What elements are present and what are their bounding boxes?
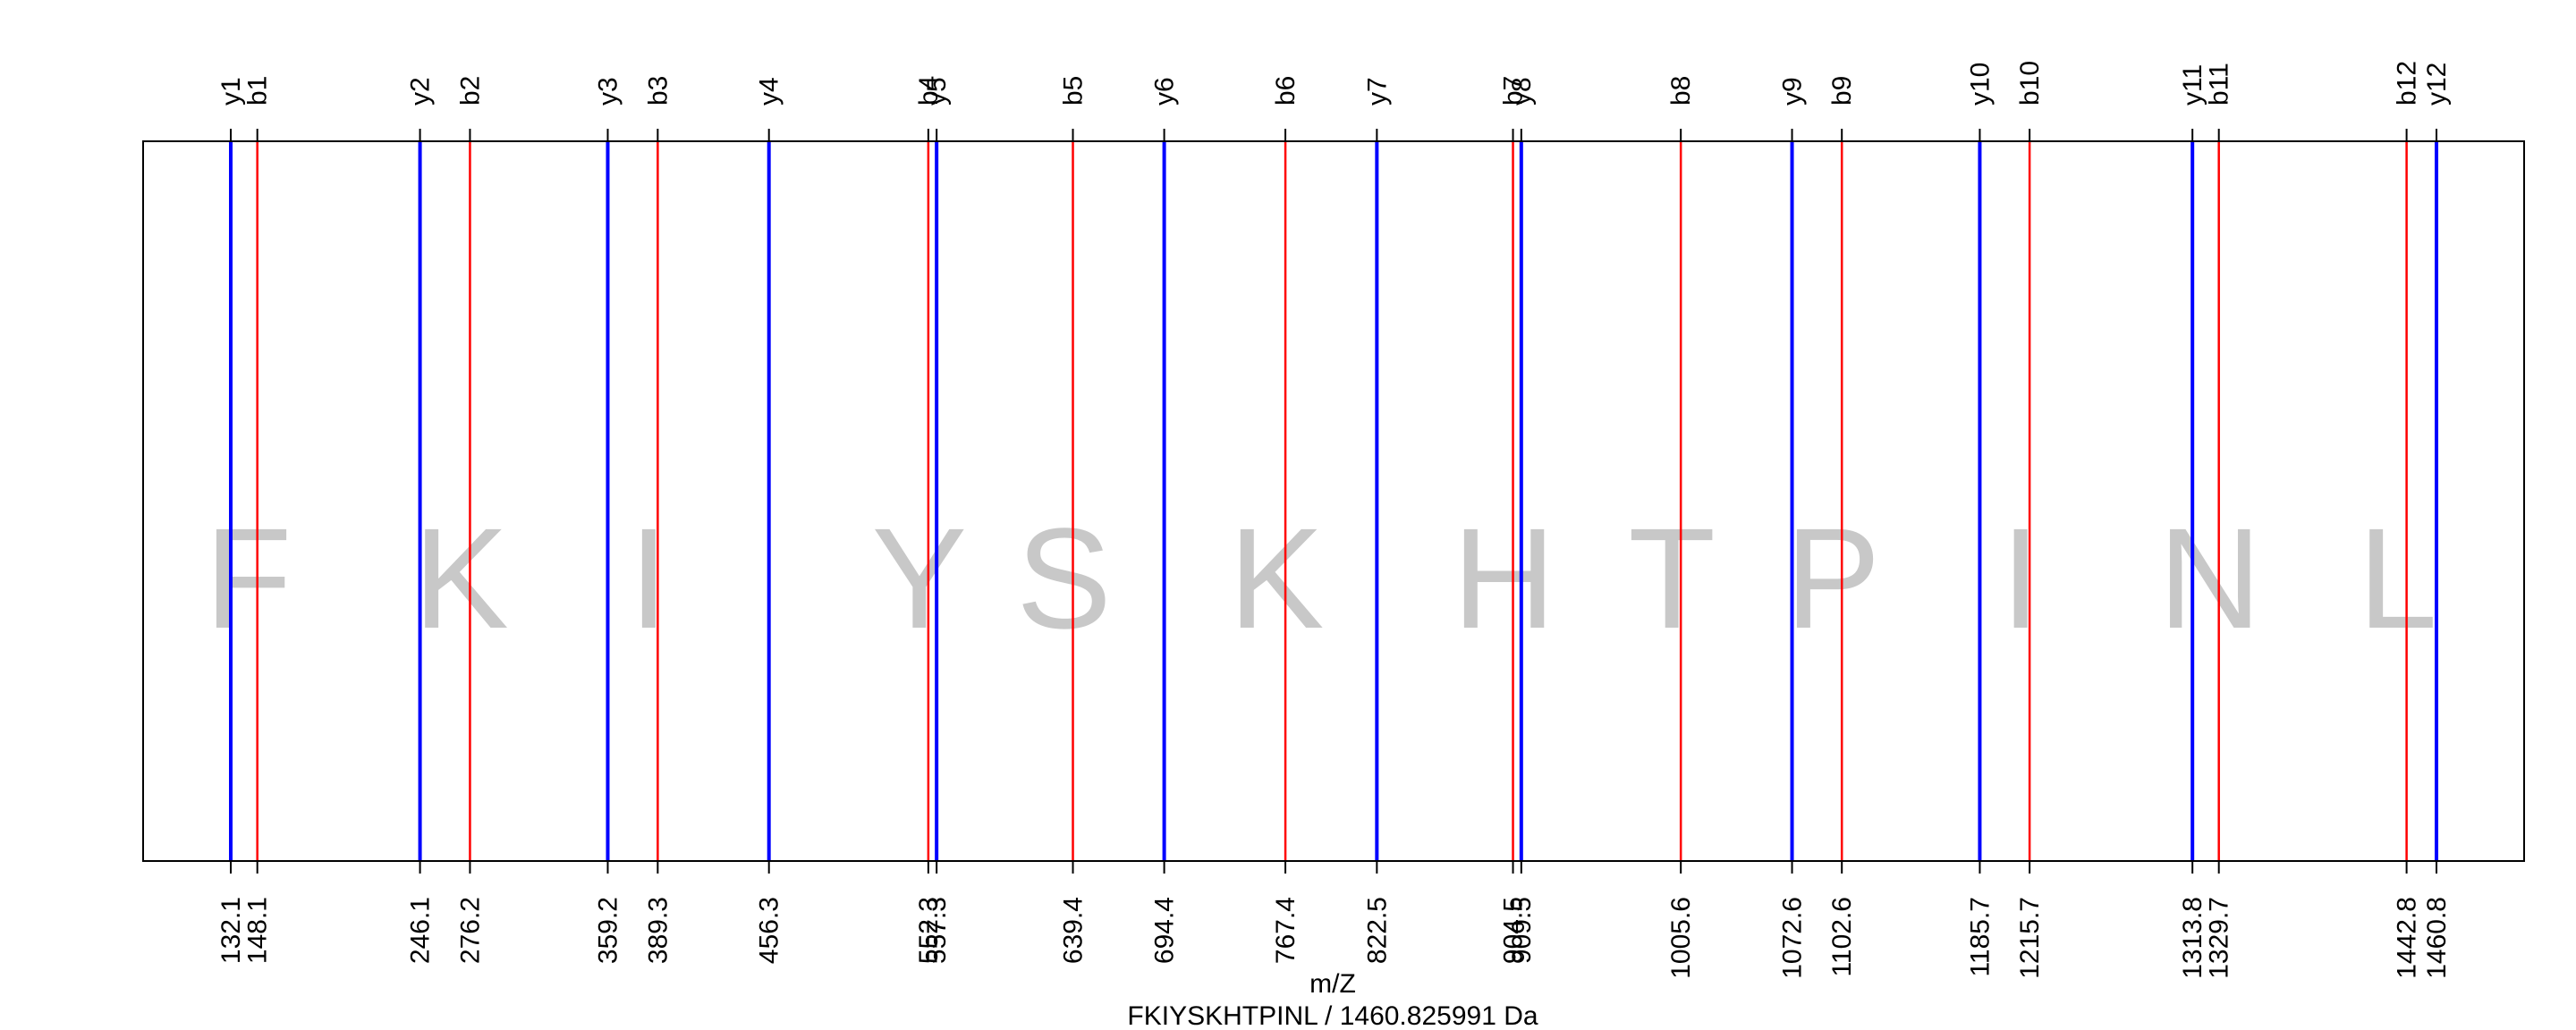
sequence-letter: T [1628,498,1716,658]
ion-label: y10 [1965,63,1995,106]
mz-tick-label: 557.3 [922,897,952,964]
sequence-letter: S [1016,498,1112,658]
ion-label: b7 [1499,76,1529,106]
ion-label: y9 [1778,77,1808,106]
mz-tick-label: 456.3 [755,897,784,964]
mz-tick-label: 359.2 [593,897,623,964]
mz-tick-label: 1185.7 [1965,897,1995,977]
sequence-letter: H [1453,498,1556,658]
mz-tick-label: 1442.8 [2393,897,2422,979]
mz-tick-label: 246.1 [406,897,436,964]
mz-tick-label: 1460.8 [2422,897,2452,979]
ion-label: y4 [755,77,784,106]
ion-label: b6 [1271,76,1301,106]
sequence-letter: I [629,498,668,658]
ion-label: y1 [216,77,246,106]
ion-label: y3 [593,77,623,106]
ion-lines [228,141,2439,861]
ion-label: b4 [914,76,944,106]
mz-tick-label: 694.4 [1150,897,1180,964]
mz-tick-label: 1102.6 [1827,897,1857,977]
ion-label: y8 [1507,77,1537,106]
sequence-letter: L [2358,498,2437,658]
sequence-letter: F [205,498,292,658]
mz-tick-label: 552.3 [914,897,944,964]
ion-label: b8 [1666,76,1696,106]
mz-tick-label: 148.1 [243,897,273,964]
mz-tick-label: 1072.6 [1778,897,1808,979]
mz-tick-label: 132.1 [216,897,246,964]
mz-tick-label: 1005.6 [1666,897,1696,979]
mz-tick-label: 909.5 [1507,897,1537,964]
sequence-letter: P [1785,498,1881,658]
mz-tick-label: 1313.8 [2178,897,2207,979]
mz-tick-label: 1329.7 [2205,897,2234,979]
sequence-letter: N [2158,498,2262,658]
sequence-letter: K [413,498,509,658]
mz-tick-label: 822.5 [1362,897,1392,964]
ion-label: b11 [2205,63,2234,106]
sequence-letter: K [1229,498,1325,658]
mz-tick-label: 1215.7 [2015,897,2045,979]
ion-label: b2 [455,76,485,106]
ion-label: y5 [922,77,952,106]
ion-label: b10 [2015,61,2045,106]
sequence-letter: Y [872,498,968,658]
chart-subtitle: FKIYSKHTPINL / 1460.825991 Da [1127,1001,1538,1030]
mz-tick-label: 389.3 [643,897,673,964]
ion-label: y2 [406,77,436,106]
ion-label: y7 [1362,77,1392,106]
ion-label: b5 [1059,76,1089,106]
ion-label: y11 [2178,64,2207,106]
ion-label: b12 [2393,61,2422,106]
mz-tick-label: 639.4 [1059,897,1089,964]
ion-label: b3 [643,76,673,106]
mz-tick-label: 904.5 [1499,897,1529,964]
mz-tick-label: 767.4 [1271,897,1301,964]
plot-frame [142,140,2525,862]
sequence-letter: I [2001,498,2040,658]
ion-label: y6 [1150,77,1180,106]
x-axis-title: m/Z [1309,969,1356,999]
mz-tick-label: 276.2 [455,897,485,964]
ion-label: y12 [2422,63,2452,106]
ion-label: b1 [243,76,273,106]
ion-label: b9 [1827,76,1857,106]
